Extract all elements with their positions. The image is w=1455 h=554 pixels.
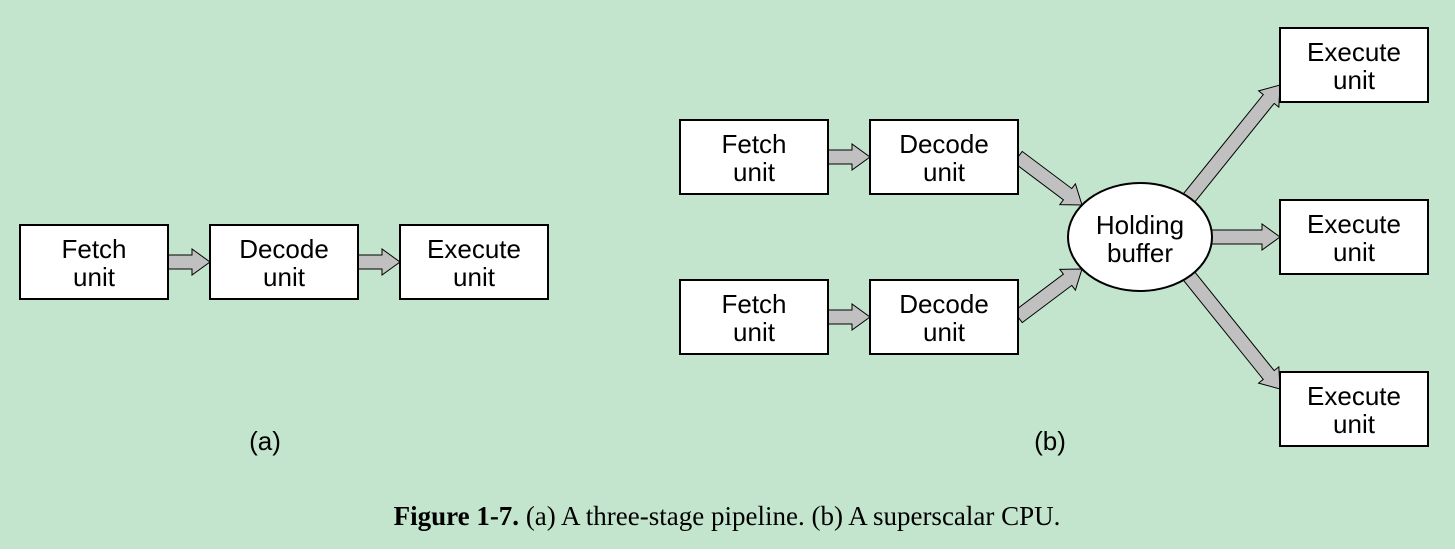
figure-caption-bold: Figure 1-7. (394, 501, 519, 531)
decode-b1-label-line1: Decode (899, 129, 989, 159)
figure-container: FetchunitDecodeunitExecuteunit(a)Holding… (0, 0, 1455, 549)
execute-b3-label-line2: unit (1333, 409, 1376, 439)
fetch-a: Fetchunit (20, 225, 168, 299)
execute-b1-label-line1: Execute (1307, 37, 1401, 67)
execute-a-label-line1: Execute (427, 234, 521, 264)
execute-a-label-line2: unit (453, 262, 496, 292)
holding-buffer: Holdingbuffer (1068, 183, 1212, 291)
execute-b2: Executeunit (1280, 200, 1428, 274)
execute-b3: Executeunit (1280, 372, 1428, 446)
fetch-b1-label-line1: Fetch (721, 129, 786, 159)
figure-caption-text: (a) A three-stage pipeline. (b) A supers… (519, 501, 1060, 531)
decode-b2: Decodeunit (870, 280, 1018, 354)
fetch-b1: Fetchunit (680, 120, 828, 194)
fetch-a-label-line1: Fetch (61, 234, 126, 264)
decode-a-label-line2: unit (263, 262, 306, 292)
diagram-b-label: (b) (1034, 426, 1066, 456)
decode-b1-label-line2: unit (923, 157, 966, 187)
decode-b2-label-line1: Decode (899, 289, 989, 319)
diagram-svg: FetchunitDecodeunitExecuteunit(a)Holding… (0, 0, 1455, 549)
execute-b2-label-line1: Execute (1307, 209, 1401, 239)
fetch-b2-label-line1: Fetch (721, 289, 786, 319)
fetch-b2: Fetchunit (680, 280, 828, 354)
fetch-b1-label-line2: unit (733, 157, 776, 187)
holding-buffer-label-line1: Holding (1096, 210, 1184, 240)
figure-caption: Figure 1-7. (a) A three-stage pipeline. … (394, 501, 1061, 531)
fetch-a-label-line2: unit (73, 262, 116, 292)
decode-b1: Decodeunit (870, 120, 1018, 194)
holding-buffer-label-line2: buffer (1107, 238, 1173, 268)
execute-a: Executeunit (400, 225, 548, 299)
decode-b2-label-line2: unit (923, 317, 966, 347)
fetch-b2-label-line2: unit (733, 317, 776, 347)
decode-a: Decodeunit (210, 225, 358, 299)
execute-b1-label-line2: unit (1333, 65, 1376, 95)
execute-b3-label-line1: Execute (1307, 381, 1401, 411)
execute-b2-label-line2: unit (1333, 237, 1376, 267)
decode-a-label-line1: Decode (239, 234, 329, 264)
diagram-a-label: (a) (249, 426, 281, 456)
execute-b1: Executeunit (1280, 28, 1428, 102)
